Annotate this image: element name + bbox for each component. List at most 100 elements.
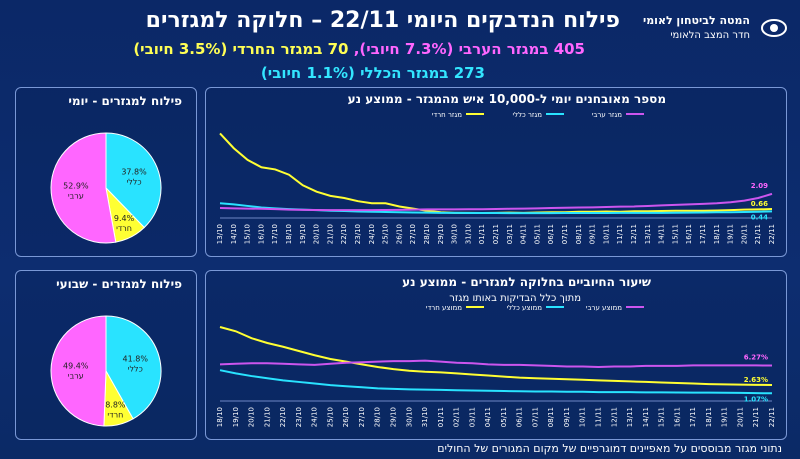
daily-line-x-tick: 15/11: [671, 224, 679, 244]
weekly-line-x-tick: 09/11: [563, 407, 571, 427]
weekly-pie-slice-2: [50, 315, 107, 427]
daily-line-end-label-1: 0.66: [751, 200, 768, 208]
daily-line-x-tick: 21/10: [326, 224, 334, 244]
daily-line-x-tick: 13/11: [644, 224, 652, 244]
weekly-line-chart: ממוצע חרדי ממוצע כללי ממוצע ערבי 6.27% 2.63%…: [216, 304, 776, 427]
weekly-line-x-tick: 03/11: [468, 407, 476, 427]
weekly-pie-slice-name-1: חרדי: [107, 410, 123, 419]
weekly-line-x-tick: 12/11: [610, 407, 618, 427]
weekly-line-x-tick: 25/10: [326, 407, 334, 427]
weekly-line-subtitle: מתוך כלל הבדיקות באותו מגזר: [449, 293, 581, 304]
weekly-line-end-label-1: 2.63%: [744, 376, 768, 384]
daily-line-x-tick: 29/10: [437, 224, 445, 244]
weekly-line-series-1: [219, 369, 773, 395]
weekly-line-end-label-2: 1.07%: [744, 395, 768, 403]
daily-line-x-tick: 25/10: [382, 224, 390, 244]
daily-line-x-tick: 18/11: [713, 224, 721, 244]
weekly-line-legend-label-1: ממוצע כללי: [507, 304, 543, 312]
weekly-line-series-2: [219, 359, 773, 369]
weekly-line-x-tick: 18/10: [216, 407, 224, 427]
logo-line-1: המטה לביטחון לאומי: [642, 14, 750, 27]
daily-line-x-tick: 21/11: [754, 224, 762, 244]
weekly-line-x-tick: 22/10: [279, 407, 287, 427]
daily-pie-slice-name-0: כללי: [126, 178, 141, 187]
daily-line-end-label-0: 2.09: [751, 182, 768, 190]
daily-line-x-tick: 15/10: [244, 224, 252, 244]
weekly-line-x-tick: 01/11: [437, 407, 445, 427]
weekly-line-x-tick: 21/11: [752, 407, 760, 427]
weekly-line-x-tick: 05/11: [500, 407, 508, 427]
daily-line-x-tick: 24/10: [368, 224, 376, 244]
weekly-pie-slice-pct-0: 41.8%: [123, 354, 149, 363]
weekly-line-x-tick: 20/10: [248, 407, 256, 427]
weekly-pie-slice-0: [105, 315, 162, 420]
daily-line-x-tick: 31/10: [464, 224, 472, 244]
weekly-line-x-tick: 30/10: [405, 407, 413, 427]
daily-pie-panel: פילוח למגזרים - יומי 37.8% כללי 9.4% חרדי 52…: [15, 87, 197, 257]
daily-line-x-tick: 11/11: [616, 224, 624, 244]
daily-pie-slice-2: [50, 132, 117, 244]
weekly-pie-chart: 41.8%כללי 8.8%חרדי 49.4%ערבי: [50, 315, 162, 427]
daily-line-x-tick: 16/10: [257, 224, 265, 244]
daily-line-x-tick: 14/10: [230, 224, 238, 244]
footer-note: נתוני מגזר מבוססים על מאפיינים דמוגרפיים…: [437, 442, 782, 455]
daily-line-x-tick: 05/11: [533, 224, 541, 244]
weekly-pie-slice-name-0: כללי: [128, 364, 143, 373]
daily-line-x-tick: 30/10: [451, 224, 459, 244]
daily-line-x-tick: 17/10: [271, 224, 279, 244]
page-title: פילוח הנדבקים היומי 22/11 – חלוקה למגזרי…: [145, 8, 620, 33]
daily-line-x-tick: 23/10: [354, 224, 362, 244]
arab-summary: 405 במגזר הערבי (7.3% חיובי),: [353, 40, 585, 58]
weekly-line-x-tick: 17/11: [689, 407, 697, 427]
weekly-line-x-tick: 28/10: [374, 407, 382, 427]
weekly-line-x-tick: 27/10: [358, 407, 366, 427]
daily-line-x-tick: 01/11: [478, 224, 486, 244]
daily-line-end-label-2: 0.44: [751, 213, 768, 221]
daily-pie-title: פילוח למגזרים - יומי: [68, 94, 182, 108]
daily-line-x-tick: 06/11: [547, 224, 555, 244]
daily-line-x-tick: 18/10: [285, 224, 293, 244]
daily-pie-chart: 37.8%כללי 9.4%חרדי 52.9%ערבי: [50, 132, 162, 244]
daily-line-x-tick: 03/11: [506, 224, 514, 244]
weekly-line-x-tick: 14/11: [642, 407, 650, 427]
weekly-line-x-tick: 13/11: [626, 407, 634, 427]
weekly-line-series-0: [219, 326, 773, 386]
daily-line-x-tick: 26/10: [395, 224, 403, 244]
weekly-line-x-tick: 22/11: [768, 407, 776, 427]
weekly-line-x-tick: 16/11: [673, 407, 681, 427]
weekly-line-x-tick: 15/11: [658, 407, 666, 427]
weekly-line-x-tick: 24/10: [311, 407, 319, 427]
daily-pie-slice-pct-2: 52.9%: [63, 182, 89, 191]
daily-line-panel: מספר מאובחנים יומי ל-10,000 איש מהמגזר -…: [205, 87, 787, 257]
weekly-line-x-tick: 26/10: [342, 407, 350, 427]
daily-line-x-tick: 10/11: [602, 224, 610, 244]
daily-line-x-tick: 07/11: [561, 224, 569, 244]
eye-icon: [761, 19, 787, 37]
weekly-line-x-tick: 23/10: [295, 407, 303, 427]
daily-line-series-0: [219, 132, 773, 215]
daily-line-legend-label-0: מגזר חרדי: [432, 111, 462, 119]
haredi-summary: 70 במגזר החרדי (3.5% חיובי): [133, 40, 349, 58]
daily-line-x-tick: 20/10: [313, 224, 321, 244]
weekly-line-x-tick: 21/10: [263, 407, 271, 427]
daily-line-title: מספר מאובחנים יומי ל-10,000 איש מהמגזר -…: [347, 92, 666, 106]
weekly-pie-slice-name-2: ערבי: [68, 371, 84, 380]
daily-line-x-tick: 17/11: [699, 224, 707, 244]
daily-pie-slice-name-2: ערבי: [68, 192, 84, 201]
daily-line-x-tick: 28/10: [423, 224, 431, 244]
weekly-line-x-tick: 08/11: [547, 407, 555, 427]
daily-pie-slice-pct-1: 9.4%: [114, 214, 135, 223]
weekly-pie-slice-pct-2: 49.4%: [63, 361, 89, 370]
daily-line-series-2: [219, 192, 773, 212]
weekly-pie-slice-pct-1: 8.8%: [105, 400, 126, 409]
daily-line-x-tick: 20/11: [740, 224, 748, 244]
weekly-line-x-tick: 10/11: [579, 407, 587, 427]
weekly-line-x-tick: 31/10: [421, 407, 429, 427]
daily-line-x-tick: 09/11: [589, 224, 597, 244]
logo-line-2: חדר המצב הלאומי: [670, 30, 750, 41]
daily-line-x-tick: 27/10: [409, 224, 417, 244]
weekly-line-x-tick: 02/11: [453, 407, 461, 427]
weekly-pie-panel: פילוח למגזרים - שבועי 41.8% כללי 8.8% חרדי 4…: [15, 270, 197, 440]
daily-pie-slice-0: [105, 132, 162, 229]
weekly-line-x-tick: 19/10: [232, 407, 240, 427]
